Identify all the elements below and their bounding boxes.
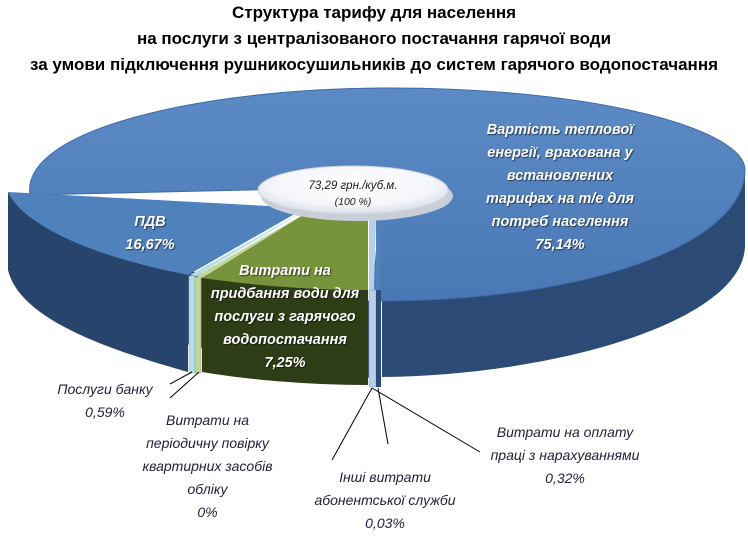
leader-water-other bbox=[331, 387, 373, 461]
label-meters-line: обліку bbox=[187, 481, 228, 497]
label-energy-line: встановлених bbox=[506, 168, 614, 184]
slice-water-side bbox=[202, 278, 368, 385]
label-bank-value: 0,59% bbox=[85, 404, 125, 420]
label-energy-line: Вартість теплової bbox=[486, 122, 634, 138]
center-total-percent: (100 %) bbox=[334, 196, 372, 208]
leader-bank bbox=[169, 371, 193, 385]
label-energy-value: 75,14% bbox=[535, 237, 585, 253]
label-labor: Витрати на оплату праці з нарахуваннями … bbox=[475, 421, 655, 490]
slice-vat-side bbox=[8, 192, 188, 372]
label-water: Витрати на придбання води для послуги з … bbox=[195, 260, 375, 375]
label-energy-line: енергії, врахована у bbox=[487, 145, 633, 161]
label-vat-name: ПДВ bbox=[134, 214, 166, 230]
leader-meters bbox=[169, 371, 200, 399]
label-other-value: 0,03% bbox=[365, 515, 405, 531]
label-meters-value: 0% bbox=[197, 504, 218, 520]
label-meters-line: Витрати на bbox=[165, 412, 250, 428]
slice-labor bbox=[369, 220, 376, 290]
label-water-line: послуги з гарячого bbox=[214, 309, 356, 325]
label-water-value: 7,25% bbox=[264, 355, 306, 371]
label-energy-line: тарифах на т/е для bbox=[485, 191, 635, 207]
slice-meters bbox=[196, 212, 308, 278]
label-labor-value: 0,32% bbox=[545, 470, 585, 486]
chart-title-line-3: за умови підключення рушникосушильників … bbox=[29, 55, 719, 74]
label-labor-line: Витрати на оплату bbox=[496, 424, 634, 440]
label-meters-line: періодичну повірку bbox=[146, 435, 269, 451]
label-water-line: водопостачання bbox=[223, 332, 347, 348]
center-total-value: 73,29 грн./куб.м. bbox=[308, 180, 398, 192]
label-vat: ПДВ 16,67% bbox=[100, 211, 200, 257]
label-other: Інші витрати абонентської служби 0,03% bbox=[300, 466, 470, 535]
label-meters-line: квартирних засобів bbox=[142, 458, 273, 474]
slice-vat bbox=[8, 192, 305, 275]
label-labor-line: праці з нарахуваннями bbox=[490, 447, 640, 463]
leader-labor bbox=[371, 387, 481, 453]
slice-other-side bbox=[376, 290, 381, 387]
center-ellipse bbox=[257, 165, 449, 215]
label-energy: Вартість теплової енергії, врахована у в… bbox=[470, 119, 650, 257]
label-meters: Витрати на періодичну повірку квартирних… bbox=[125, 409, 290, 524]
label-energy-line: потреб населення bbox=[491, 214, 629, 230]
chart-title-line-2: на послуги з централізованого постачання… bbox=[136, 29, 612, 48]
label-other-line: абонентської служби bbox=[314, 492, 456, 508]
slice-water bbox=[202, 212, 368, 290]
label-other-line: Інші витрати bbox=[339, 469, 431, 485]
label-bank-name: Послуги банку bbox=[57, 381, 153, 397]
slice-bank bbox=[190, 210, 306, 276]
pie-side-energy-right bbox=[382, 170, 745, 377]
slice-other bbox=[376, 220, 381, 290]
leader-other bbox=[377, 387, 389, 445]
label-bank: Послуги банку 0,59% bbox=[40, 378, 170, 424]
label-water-line: придбання води для bbox=[210, 286, 360, 302]
label-water-line: Витрати на bbox=[239, 263, 331, 279]
chart-title-line-1: Структура тарифу для населення bbox=[231, 3, 517, 22]
label-vat-value: 16,67% bbox=[125, 237, 175, 253]
